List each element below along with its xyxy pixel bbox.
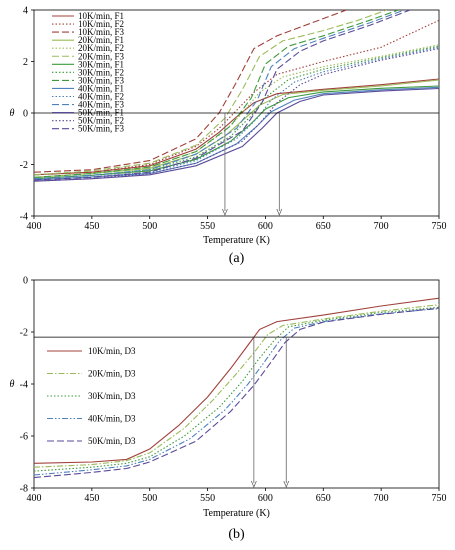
y-tick-label: 0 — [23, 276, 28, 287]
series-line-6 — [34, 10, 388, 176]
series-line-15 — [34, 10, 411, 181]
series-line-2 — [34, 304, 439, 468]
chart-panel-a: 400 450 500 550 600 650 700 750 -4 -2 0 2 4 Temperatu… — [10, 6, 447, 267]
legend-entry-5: 50K/min, D3 — [88, 436, 136, 446]
chart-panel-b: 400 450 500 550 600 650 700 750 -8 -6 -4 -2 0 Tempera… — [10, 276, 447, 543]
series-line-1 — [34, 297, 439, 464]
x-tick-label: 550 — [200, 493, 215, 504]
series-line-9 — [34, 10, 399, 178]
legend-entry-15: 50K/min, F3 — [78, 124, 125, 134]
series-line-5 — [34, 307, 439, 479]
arrow-head-1 — [222, 208, 228, 217]
legend-entry-10: 40K/min, F1 — [78, 83, 124, 93]
y-axis-title: θ — [10, 379, 15, 390]
y-tick-label: 4 — [23, 6, 28, 17]
y-tick-label: -2 — [20, 328, 28, 339]
x-axis-title: Temperature (K) — [203, 508, 270, 519]
legend-entry-9: 30K/min, F3 — [78, 75, 125, 85]
legend-entry-6: 20K/min, F3 — [78, 51, 125, 61]
series-line-13 — [34, 87, 439, 182]
x-tick-label: 500 — [142, 221, 157, 232]
legend-entry-1: 10K/min, F1 — [78, 11, 124, 21]
x-tick-label: 500 — [142, 493, 157, 504]
panel-label: (a) — [229, 251, 245, 266]
y-tick-label: -6 — [20, 432, 28, 443]
x-axis-title: Temperature (K) — [203, 235, 270, 246]
series-line-3 — [34, 10, 347, 173]
x-tick-label: 550 — [200, 221, 215, 232]
x-tick-label: 750 — [432, 493, 447, 504]
plot-area — [34, 10, 439, 182]
y-tick-label: -2 — [20, 160, 28, 171]
x-tick-label: 600 — [258, 493, 273, 504]
legend-entry-1: 10K/min, D3 — [88, 346, 136, 356]
legend-entry-4: 40K/min, D3 — [88, 414, 136, 424]
legend-entry-11: 40K/min, F2 — [78, 92, 124, 102]
y-tick-label: 0 — [23, 109, 28, 120]
x-tick-label: 700 — [374, 221, 389, 232]
legend-entry-4: 20K/min, F1 — [78, 35, 124, 45]
x-tick-label: 450 — [84, 493, 99, 504]
series-line-11 — [34, 46, 439, 181]
legend: 10K/min, D3 20K/min, D3 30K/min, D3 40K/min… — [47, 346, 136, 446]
x-tick-label: 650 — [316, 221, 331, 232]
series-line-3 — [34, 306, 439, 472]
series-line-4 — [34, 308, 439, 476]
y-axis-title: θ — [10, 108, 15, 119]
legend-entry-14: 50K/min, F2 — [78, 116, 124, 126]
plot-area — [34, 297, 439, 479]
y-tick-label: -4 — [20, 212, 28, 223]
series-line-12 — [34, 10, 405, 180]
x-tick-label: 750 — [432, 221, 447, 232]
arrow-head-2 — [283, 480, 290, 489]
y-tick-label: -8 — [20, 484, 28, 495]
y-tick-label: 2 — [23, 57, 28, 68]
legend-entry-12: 40K/min, F3 — [78, 100, 125, 110]
legend-entry-3: 10K/min, F3 — [78, 27, 125, 37]
arrow-head-1 — [250, 480, 257, 489]
legend-entry-5: 20K/min, F2 — [78, 43, 124, 53]
x-tick-label: 600 — [258, 221, 273, 232]
legend-entry-13: 50K/min, F1 — [78, 108, 124, 118]
x-tick-label: 400 — [27, 221, 42, 232]
series-line-10 — [34, 86, 439, 181]
x-tick-label: 700 — [374, 493, 389, 504]
series-line-1 — [34, 78, 439, 176]
x-tick-label: 650 — [316, 493, 331, 504]
legend-entry-2: 10K/min, F2 — [78, 19, 124, 29]
arrow-head-2 — [276, 208, 283, 217]
x-tick-label: 450 — [84, 221, 99, 232]
y-tick-label: -4 — [20, 380, 28, 391]
legend-entry-8: 30K/min, F2 — [78, 67, 124, 77]
x-tick-label: 400 — [27, 493, 42, 504]
legend-entry-7: 30K/min, F1 — [78, 59, 124, 69]
legend-entry-2: 20K/min, D3 — [88, 369, 136, 379]
panel-label: (b) — [228, 527, 245, 542]
legend-entry-3: 30K/min, D3 — [88, 391, 136, 401]
